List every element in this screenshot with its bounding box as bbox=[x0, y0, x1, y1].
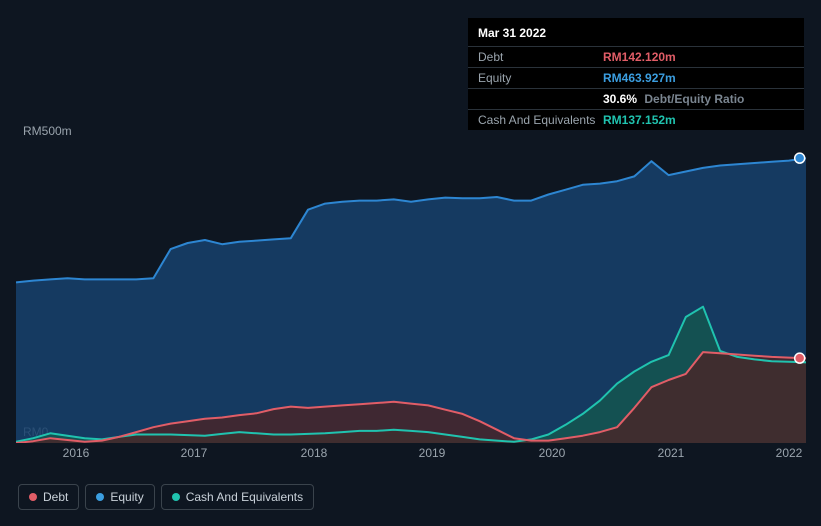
legend-label-debt: Debt bbox=[43, 490, 68, 504]
tooltip-label-debt: Debt bbox=[478, 50, 603, 64]
x-axis-labels: 2016 2017 2018 2019 2020 2021 2022 bbox=[16, 446, 806, 466]
tooltip-label-equity: Equity bbox=[478, 71, 603, 85]
tooltip-value-debt: RM142.120m bbox=[603, 50, 676, 64]
x-axis-tick-label: 2021 bbox=[658, 446, 685, 460]
legend-item-equity[interactable]: Equity bbox=[85, 484, 154, 510]
ratio-percent: 30.6% bbox=[603, 92, 637, 106]
finance-chart-root: Mar 31 2022 Debt RM142.120m Equity RM463… bbox=[0, 0, 821, 526]
legend-item-cash[interactable]: Cash And Equivalents bbox=[161, 484, 314, 510]
ratio-suffix: Debt/Equity Ratio bbox=[644, 92, 744, 106]
chart-tooltip: Mar 31 2022 Debt RM142.120m Equity RM463… bbox=[468, 18, 804, 130]
dot-icon bbox=[29, 493, 37, 501]
y-axis-label-top: RM500m bbox=[23, 124, 72, 138]
x-axis-tick-label: 2018 bbox=[301, 446, 328, 460]
tooltip-row-equity: Equity RM463.927m bbox=[468, 67, 804, 88]
x-axis-tick-label: 2022 bbox=[776, 446, 803, 460]
tooltip-label-cash: Cash And Equivalents bbox=[478, 113, 603, 127]
x-axis-tick-label: 2017 bbox=[181, 446, 208, 460]
x-axis-tick-label: 2020 bbox=[539, 446, 566, 460]
tooltip-row-debt: Debt RM142.120m bbox=[468, 46, 804, 67]
chart-plot-area[interactable] bbox=[16, 140, 806, 443]
chart-svg bbox=[16, 140, 806, 443]
x-axis-tick-label: 2016 bbox=[63, 446, 90, 460]
tooltip-row-ratio: 30.6% Debt/Equity Ratio bbox=[468, 88, 804, 109]
tooltip-date: Mar 31 2022 bbox=[468, 22, 804, 46]
tooltip-value-ratio: 30.6% Debt/Equity Ratio bbox=[603, 92, 744, 106]
tooltip-value-equity: RM463.927m bbox=[603, 71, 676, 85]
tooltip-value-cash: RM137.152m bbox=[603, 113, 676, 127]
legend-label-equity: Equity bbox=[110, 490, 143, 504]
dot-icon bbox=[172, 493, 180, 501]
tooltip-row-cash: Cash And Equivalents RM137.152m bbox=[468, 109, 804, 130]
x-axis-tick-label: 2019 bbox=[419, 446, 446, 460]
legend-label-cash: Cash And Equivalents bbox=[186, 490, 303, 504]
chart-legend: Debt Equity Cash And Equivalents bbox=[18, 484, 314, 510]
dot-icon bbox=[96, 493, 104, 501]
legend-item-debt[interactable]: Debt bbox=[18, 484, 79, 510]
